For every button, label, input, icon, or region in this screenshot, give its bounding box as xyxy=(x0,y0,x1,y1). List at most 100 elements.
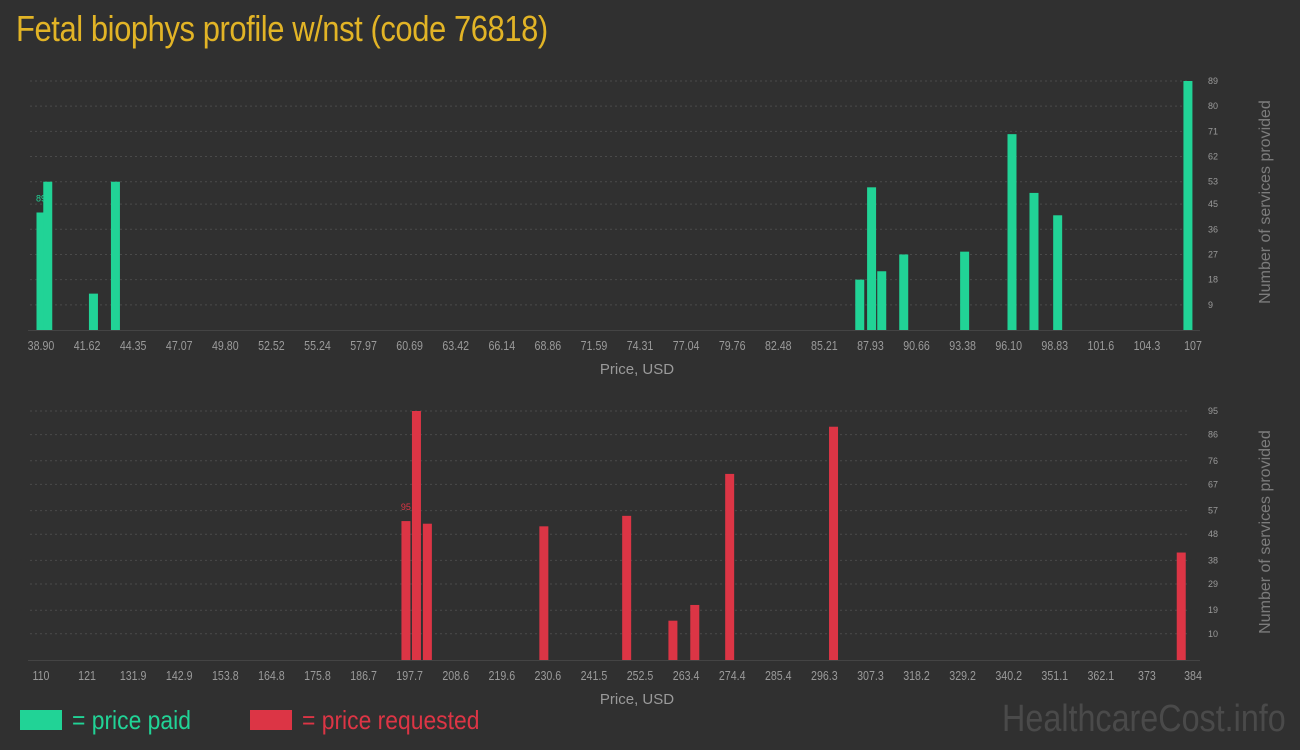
bar xyxy=(43,181,53,330)
max-data-label: 89 xyxy=(36,193,46,203)
x-tick-label: 98.83 xyxy=(1041,338,1068,353)
x-tick-label: 101.6 xyxy=(1088,338,1115,353)
x-tick-label: 41.62 xyxy=(74,338,101,353)
y-tick-label: 10 xyxy=(1208,629,1218,639)
bar xyxy=(668,620,678,660)
x-tick-label: 307.3 xyxy=(857,668,884,683)
x-tick-label: 208.6 xyxy=(442,668,469,683)
bar xyxy=(401,521,411,660)
x-tick-label: 71.59 xyxy=(581,338,608,353)
price-requested-chart: 10 19 29 38 48 57 67 76 86 95 110 121 131.9 142.9 153.… xyxy=(28,406,1274,708)
bar xyxy=(725,473,735,660)
y-tick-label: 95 xyxy=(1208,406,1218,416)
y-tick-label: 57 xyxy=(1208,506,1218,516)
legend-price-requested: = price requested xyxy=(250,704,504,735)
x-tick-label: 90.66 xyxy=(903,338,930,353)
x-tick-label: 38.90 xyxy=(28,338,55,353)
watermark: HealthcareCost.info xyxy=(1002,698,1286,740)
x-tick-label: 66.14 xyxy=(488,338,515,353)
x-tick-label: 252.5 xyxy=(627,668,654,683)
x-axis-title: Price, USD xyxy=(600,361,674,378)
x-tick-label: 197.7 xyxy=(396,668,423,683)
y-tick-label: 48 xyxy=(1208,529,1218,539)
legend-label-paid: = price paid xyxy=(72,704,191,735)
x-tick-label: 47.07 xyxy=(166,338,193,353)
x-tick-label: 373 xyxy=(1138,668,1156,683)
x-axis-title: Price, USD xyxy=(600,691,674,708)
legend-swatch-paid xyxy=(20,710,62,730)
bar xyxy=(36,212,46,330)
bar xyxy=(855,279,865,330)
x-tick-label: 77.04 xyxy=(673,338,700,353)
x-tick-label: 362.1 xyxy=(1088,668,1115,683)
x-tick-label: 74.31 xyxy=(627,338,654,353)
y-axis-title: Number of services provided xyxy=(1257,100,1274,304)
y-tick-label: 29 xyxy=(1208,579,1218,589)
y-tick-label: 27 xyxy=(1208,249,1218,259)
bar xyxy=(690,604,700,660)
x-tick-label: 96.10 xyxy=(995,338,1022,353)
x-tick-label: 230.6 xyxy=(535,668,562,683)
y-tick-label: 53 xyxy=(1208,177,1218,187)
bar xyxy=(899,254,909,330)
x-tick-label: 241.5 xyxy=(581,668,608,683)
y-tick-label: 86 xyxy=(1208,430,1218,440)
x-tick-label: 49.80 xyxy=(212,338,239,353)
bar xyxy=(622,515,632,660)
bar xyxy=(1029,192,1039,330)
x-tick-label: 263.4 xyxy=(673,668,700,683)
y-tick-label: 71 xyxy=(1208,126,1218,136)
x-tick-label: 285.4 xyxy=(765,668,792,683)
max-data-label: 95 xyxy=(401,502,411,512)
bar xyxy=(1183,81,1193,330)
x-tick-label: 63.42 xyxy=(442,338,469,353)
x-tick-label: 142.9 xyxy=(166,668,193,683)
x-tick-label: 131.9 xyxy=(120,668,147,683)
x-tick-label: 82.48 xyxy=(765,338,792,353)
legend-swatch-requested xyxy=(250,710,292,730)
price-paid-chart: 9 18 27 36 45 53 62 71 80 89 38.90 41.62 44.35 47.07 4… xyxy=(28,76,1274,378)
x-tick-label: 340.2 xyxy=(995,668,1022,683)
x-tick-label: 60.69 xyxy=(396,338,423,353)
bar xyxy=(110,181,120,330)
x-tick-label: 384 xyxy=(1184,668,1202,683)
x-tick-label: 318.2 xyxy=(903,668,930,683)
x-tick-label: 79.76 xyxy=(719,338,746,353)
x-tick-label: 175.8 xyxy=(304,668,331,683)
y-tick-label: 36 xyxy=(1208,224,1218,234)
chart-title: Fetal biophys profile w/nst (code 76818) xyxy=(16,8,548,49)
y-tick-label: 9 xyxy=(1208,300,1213,310)
x-tick-label: 219.6 xyxy=(488,668,515,683)
y-tick-label: 89 xyxy=(1208,76,1218,86)
x-tick-label: 57.97 xyxy=(350,338,377,353)
x-tick-label: 329.2 xyxy=(949,668,976,683)
x-tick-label: 164.8 xyxy=(258,668,285,683)
x-tick-label: 44.35 xyxy=(120,338,147,353)
y-tick-label: 80 xyxy=(1208,101,1218,111)
y-tick-label: 38 xyxy=(1208,555,1218,565)
bar xyxy=(1176,552,1186,660)
x-tick-label: 93.38 xyxy=(949,338,976,353)
bar xyxy=(422,523,432,660)
bar xyxy=(88,293,98,330)
x-tick-label: 296.3 xyxy=(811,668,838,683)
bar xyxy=(539,526,549,660)
bar xyxy=(867,187,877,330)
bar xyxy=(1053,215,1063,330)
bar xyxy=(829,426,839,660)
x-tick-label: 52.52 xyxy=(258,338,285,353)
y-tick-label: 62 xyxy=(1208,152,1218,162)
legend-label-requested: = price requested xyxy=(302,704,480,735)
x-tick-label: 87.93 xyxy=(857,338,884,353)
bar xyxy=(877,271,887,330)
y-axis-title: Number of services provided xyxy=(1257,430,1274,634)
y-tick-label: 19 xyxy=(1208,605,1218,615)
x-tick-label: 153.8 xyxy=(212,668,239,683)
x-tick-label: 274.4 xyxy=(719,668,746,683)
bar xyxy=(1007,134,1017,330)
x-tick-label: 104.3 xyxy=(1134,338,1161,353)
x-tick-label: 107 xyxy=(1184,338,1202,353)
x-tick-label: 186.7 xyxy=(350,668,377,683)
x-tick-label: 85.21 xyxy=(811,338,838,353)
bar xyxy=(411,411,421,660)
